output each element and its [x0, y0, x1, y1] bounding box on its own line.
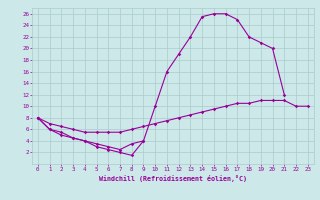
X-axis label: Windchill (Refroidissement éolien,°C): Windchill (Refroidissement éolien,°C): [99, 175, 247, 182]
